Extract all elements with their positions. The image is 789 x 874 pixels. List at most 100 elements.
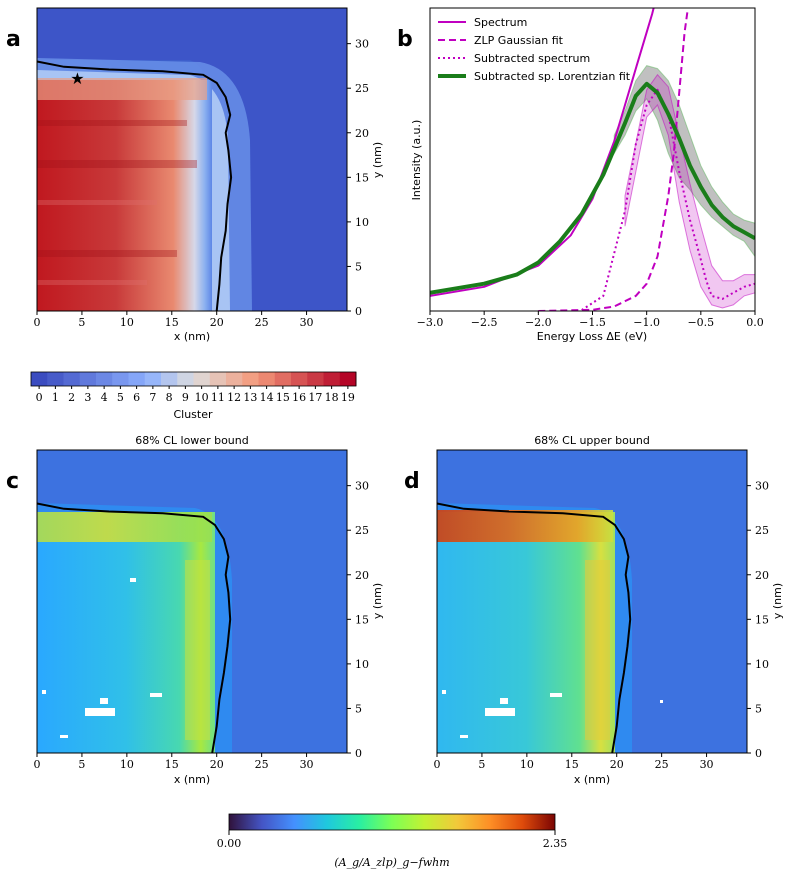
- x-tick-label: 10: [120, 316, 134, 329]
- cluster-tick-label: 14: [260, 391, 274, 404]
- x-tick-label: −1.5: [579, 316, 606, 329]
- title-d: 68% CL upper bound: [534, 434, 650, 447]
- x-tick-label: 5: [78, 316, 85, 329]
- cluster-color-cell: [144, 372, 162, 386]
- legend-entry: ZLP Gaussian fit: [474, 34, 564, 47]
- y-axis-label-b: Intensity (a.u.): [410, 120, 423, 201]
- cluster-color-cell: [209, 372, 227, 386]
- x-tick-label: 20: [210, 758, 224, 771]
- map-c-top-rim: [37, 512, 212, 542]
- cluster-color-cell: [242, 372, 259, 386]
- star-marker: ★: [70, 69, 84, 88]
- cluster-color-cell: [112, 372, 129, 386]
- y-tick-label: 15: [355, 171, 369, 184]
- cluster-color-cell: [307, 372, 324, 386]
- y-tick-label: 20: [355, 127, 369, 140]
- ratio-colorbar-min: 0.00: [217, 837, 242, 850]
- y-tick-label: 25: [355, 82, 369, 95]
- cluster-color-cell: [177, 372, 194, 386]
- cluster-tick-label: 19: [341, 391, 355, 404]
- y-tick-label: 15: [755, 613, 769, 626]
- y-tick-label: 30: [355, 480, 369, 493]
- cluster-tick-label: 7: [149, 391, 156, 404]
- legend-entry: Spectrum: [474, 16, 527, 29]
- cluster-tick-label: 4: [101, 391, 108, 404]
- cluster-color-cell: [96, 372, 113, 386]
- cluster-tick-label: 12: [227, 391, 241, 404]
- x-ticks-d: 0 5 10 15 20 25 30: [434, 753, 714, 771]
- x-tick-label: 30: [300, 316, 314, 329]
- cluster-tick-label: 1: [52, 391, 59, 404]
- y-tick-label: 20: [755, 569, 769, 582]
- cluster-tick-label: 5: [117, 391, 124, 404]
- ratio-colorbar-max: 2.35: [543, 837, 568, 850]
- cluster-color-cell: [258, 372, 276, 386]
- cluster-tick-label: 15: [276, 391, 290, 404]
- cluster-tick-label: 9: [182, 391, 189, 404]
- legend: Spectrum ZLP Gaussian fit Subtracted spect…: [438, 16, 631, 83]
- zlp-gaussian-fit-line: [538, 8, 689, 311]
- axes-frame-d: [436, 449, 748, 754]
- cluster-tick-label: 18: [325, 391, 339, 404]
- x-tick-label: 0.0: [746, 316, 764, 329]
- cluster-color-cell: [47, 372, 64, 386]
- cluster-color-cell: [31, 372, 48, 386]
- x-axis-label-d: x (nm): [574, 773, 610, 786]
- y-ticks-d: 0 5 10 15 20 25 30: [747, 480, 769, 760]
- cluster-tick-label: 0: [36, 391, 43, 404]
- y-tick-label: 5: [755, 702, 762, 715]
- y-tick-label: 25: [355, 524, 369, 537]
- cluster-color-cell: [226, 372, 243, 386]
- y-tick-label: 10: [355, 658, 369, 671]
- panel-label-b: b: [397, 27, 413, 52]
- x-axis-label-c: x (nm): [174, 773, 210, 786]
- x-ticks-a: 0 5 10 15 20 25 30: [34, 311, 314, 329]
- y-tick-label: 0: [355, 305, 362, 318]
- x-tick-label: 15: [165, 316, 179, 329]
- cluster-color-cell: [161, 372, 178, 386]
- map-d-edge-band: [585, 560, 610, 740]
- y-axis-label-a: y (nm): [371, 142, 384, 178]
- cluster-tick-label: 3: [84, 391, 91, 404]
- ratio-colorbar: 0.00 2.35 (A_g/A_zlp)_g−fwhm: [217, 813, 568, 869]
- axes-frame-a: [36, 7, 348, 312]
- x-tick-label: 25: [255, 316, 269, 329]
- x-tick-label: −0.5: [687, 316, 714, 329]
- y-ticks-a: 0 5 10 15 20 25 30: [347, 38, 369, 318]
- x-tick-label: 0: [34, 758, 41, 771]
- x-tick-label: −2.5: [471, 316, 498, 329]
- y-tick-label: 25: [755, 524, 769, 537]
- panel-c-lower-bound-map: c 68% CL lower bound 0 5 10 15 20 25 30 0 5 10 15…: [6, 434, 384, 786]
- panel-d-upper-bound-map: d 68% CL upper bound 0 5 10 15 20 25 30 0 5 10 15…: [404, 434, 784, 786]
- series-lines: [430, 8, 755, 311]
- x-axis-label-b: Energy Loss ΔE (eV): [537, 330, 647, 343]
- boundary-line-c: [36, 502, 232, 754]
- x-tick-label: 5: [78, 758, 85, 771]
- x-tick-label: −2.0: [525, 316, 552, 329]
- map-c-edge-band: [185, 560, 210, 740]
- legend-entry: Subtracted sp. Lorentzian fit: [474, 70, 631, 83]
- title-c: 68% CL lower bound: [135, 434, 248, 447]
- y-tick-label: 0: [755, 747, 762, 760]
- panel-label-c: c: [6, 469, 19, 494]
- cluster-tick-label: 11: [211, 391, 225, 404]
- y-tick-label: 0: [355, 747, 362, 760]
- axes-frame-c: [36, 449, 348, 754]
- cluster-color-cell: [323, 372, 341, 386]
- cluster-color-cell: [128, 372, 146, 386]
- cluster-color-cell: [291, 372, 308, 386]
- x-axis-label-a: x (nm): [174, 330, 210, 343]
- x-tick-label: 25: [655, 758, 669, 771]
- x-tick-label: 15: [165, 758, 179, 771]
- x-tick-label: −1.0: [633, 316, 660, 329]
- x-tick-label: 5: [478, 758, 485, 771]
- y-axis-label-c: y (nm): [371, 583, 384, 619]
- panel-label-d: d: [404, 469, 420, 494]
- y-axis-label-d: y (nm): [771, 583, 784, 619]
- boundary-line-a: [36, 60, 233, 312]
- cluster-color-cell: [339, 372, 357, 386]
- x-tick-label: 30: [300, 758, 314, 771]
- x-tick-label: 0: [434, 758, 441, 771]
- panel-label-a: a: [6, 27, 21, 52]
- cluster-color-cell: [63, 372, 81, 386]
